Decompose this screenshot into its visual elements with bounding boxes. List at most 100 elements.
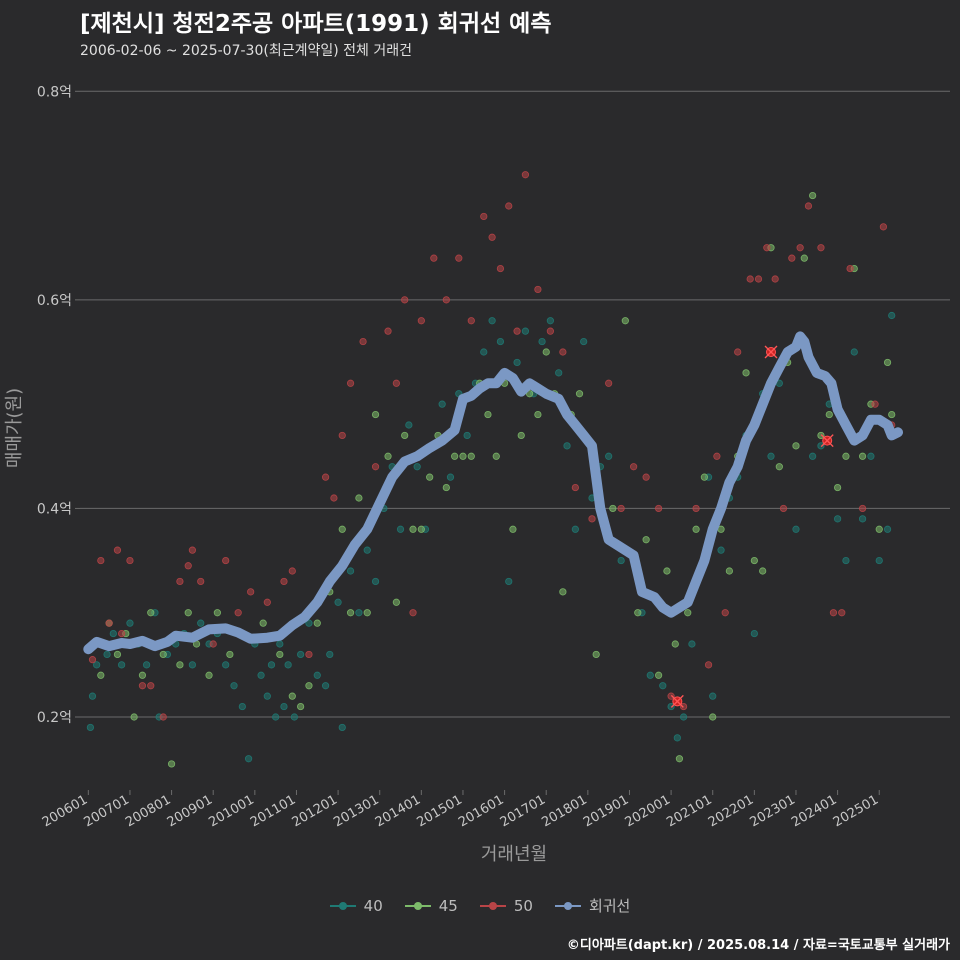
point-45 (575, 390, 584, 398)
point-50 (263, 598, 271, 606)
point-40 (480, 348, 488, 356)
point-45 (346, 609, 355, 617)
point-50 (679, 702, 688, 711)
point-45 (313, 619, 321, 627)
point-50 (113, 546, 122, 554)
point-40 (750, 629, 758, 638)
legend-item-regression[interactable]: 회귀선 (554, 895, 630, 916)
point-45 (542, 348, 550, 356)
point-45 (442, 483, 450, 492)
point-50 (105, 619, 113, 627)
point-45 (509, 525, 517, 533)
point-40 (188, 661, 196, 669)
regression-line (83, 331, 903, 655)
point-40 (888, 311, 896, 320)
point-50 (209, 640, 217, 648)
highlight-marker (764, 345, 778, 359)
legend-item-45[interactable]: 45 (404, 895, 458, 916)
point-50 (871, 400, 879, 408)
point-40 (538, 337, 546, 346)
point-40 (257, 671, 265, 679)
point-40 (326, 650, 334, 659)
point-40 (321, 682, 330, 690)
point-50 (371, 463, 380, 471)
point-50 (546, 327, 554, 335)
point-40 (709, 692, 717, 700)
point-50 (838, 609, 846, 617)
y-tick-labels: 0.2억 0.4억 0.6억 0.8억 (37, 84, 72, 726)
point-45 (888, 410, 896, 419)
point-45 (97, 671, 105, 679)
legend-key-40 (329, 900, 356, 912)
point-50 (430, 254, 438, 262)
legend-key-50 (479, 900, 506, 912)
point-50 (280, 577, 288, 586)
point-50 (559, 348, 567, 356)
legend-item-40[interactable]: 40 (329, 895, 383, 916)
point-45 (842, 452, 850, 460)
point-40 (396, 525, 405, 533)
point-40 (109, 629, 117, 638)
point-50 (617, 504, 625, 513)
point-40 (546, 317, 554, 325)
x-tick-label: 200701 (81, 792, 131, 830)
point-50 (505, 202, 513, 210)
point-50 (442, 296, 450, 304)
point-45 (684, 609, 692, 617)
point-40 (513, 358, 521, 367)
legend-item-50[interactable]: 50 (479, 895, 533, 916)
point-40 (355, 609, 363, 617)
point-45 (417, 525, 425, 533)
point-45 (559, 588, 567, 596)
point-50 (713, 452, 721, 460)
point-40 (280, 702, 288, 711)
point-40 (334, 598, 342, 606)
point-45 (426, 473, 434, 481)
point-50 (384, 327, 392, 335)
point-50 (521, 171, 530, 179)
point-40 (338, 723, 346, 732)
point-50 (159, 713, 167, 721)
point-45 (130, 713, 138, 721)
point-40 (496, 337, 505, 346)
point-45 (176, 661, 184, 669)
point-45 (401, 431, 409, 440)
x-tick-labels: 2006012007012008012009012010012011012012… (40, 792, 881, 830)
point-40 (297, 650, 305, 659)
highlight-marker (670, 694, 684, 708)
point-45 (858, 452, 867, 460)
point-50 (846, 264, 854, 273)
point-45 (834, 483, 842, 492)
point-40 (143, 661, 151, 669)
point-50 (704, 661, 713, 669)
point-50 (796, 244, 804, 252)
x-tick-label: 201501 (414, 792, 464, 830)
point-40 (263, 692, 271, 700)
point-40 (617, 556, 625, 565)
point-40 (667, 702, 675, 711)
point-40 (346, 567, 355, 575)
regression-line-layer (83, 331, 903, 655)
point-45 (609, 504, 617, 513)
point-50 (488, 233, 496, 241)
point-45 (167, 760, 176, 768)
point-45 (655, 671, 663, 679)
point-45 (775, 463, 783, 471)
point-40 (93, 661, 101, 669)
point-50 (392, 379, 400, 387)
point-45 (484, 410, 492, 419)
point-40 (679, 713, 688, 721)
point-50 (692, 504, 700, 513)
point-40 (463, 431, 471, 440)
point-40 (580, 337, 588, 346)
point-45 (663, 567, 671, 575)
point-40 (646, 671, 654, 679)
point-40 (363, 546, 371, 554)
point-40 (521, 327, 530, 335)
point-50 (534, 285, 542, 294)
point-50 (188, 546, 196, 554)
point-50 (496, 264, 505, 273)
grid-lines (75, 90, 950, 795)
point-45 (634, 609, 642, 617)
